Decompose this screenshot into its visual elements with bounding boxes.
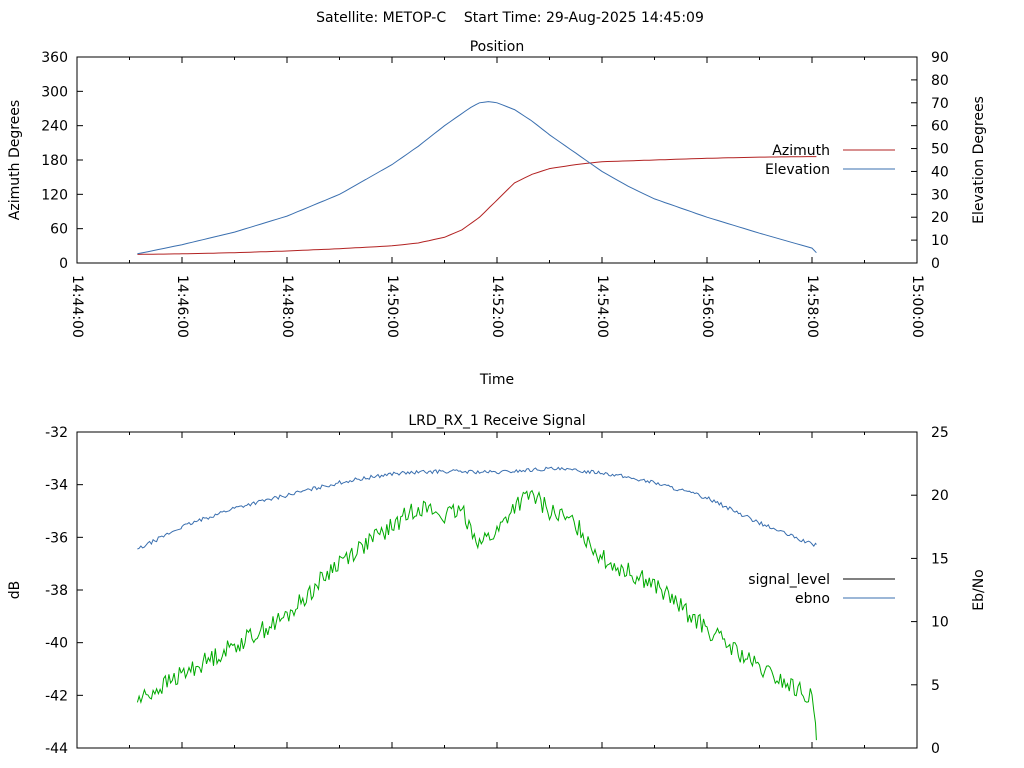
- y-tick-label: 0: [59, 256, 68, 272]
- y-tick-label: -44: [45, 741, 68, 757]
- y2-tick-label: 70: [931, 96, 949, 112]
- series-line-Elevation: [137, 101, 817, 255]
- legend-label: Elevation: [765, 162, 830, 178]
- receive-signal-chart: LRD_RX_1 Receive Signal -44 -42 -40 -38 -36 -3…: [7, 413, 987, 757]
- plot-frame: [76, 431, 918, 749]
- x-tick-label: 14:46:00: [174, 275, 190, 338]
- x-tick-label: 14:44:00: [69, 275, 85, 338]
- chart-title: LRD_RX_1 Receive Signal: [408, 413, 585, 429]
- y2-tick-label: 40: [931, 164, 949, 180]
- y-tick-label: -36: [45, 530, 68, 546]
- x-tick-label: 14:54:00: [594, 275, 610, 338]
- y-tick-label: -42: [45, 688, 68, 704]
- y-tick-label: 360: [41, 50, 68, 66]
- y2-tick-label: 20: [931, 210, 949, 226]
- y-tick-label: -40: [45, 636, 68, 652]
- y2-tick-label: 10: [931, 233, 949, 249]
- legend-label: Azimuth: [772, 143, 830, 159]
- y2-tick-label: 20: [931, 488, 949, 504]
- report-title: Satellite: METOP-C Start Time: 29-Aug-20…: [316, 10, 704, 26]
- chart-title: Position: [470, 39, 525, 55]
- series-line-Azimuth: [137, 156, 817, 255]
- y-tick-label: 240: [41, 119, 68, 135]
- y-tick-label: 300: [41, 84, 68, 100]
- y-tick-label: 180: [41, 153, 68, 169]
- y2-tick-label: 80: [931, 73, 949, 89]
- y2-tick-label: 0: [931, 256, 940, 272]
- position-chart: Position 14:44:00 14:46:00 14:48:00 14:50:00…: [7, 39, 987, 388]
- series-line-ebno: [137, 466, 817, 550]
- plot-frame: [76, 56, 918, 264]
- y-tick-label: -34: [45, 478, 68, 494]
- x-tick-label: 15:00:00: [909, 275, 925, 338]
- y2-tick-label: 10: [931, 615, 949, 631]
- x-tick-label: 14:58:00: [804, 275, 820, 338]
- y-tick-label: 120: [41, 187, 68, 203]
- y2-axis-label: Elevation Degrees: [971, 96, 987, 224]
- y2-tick-label: 0: [931, 741, 940, 757]
- x-tick-label: 14:48:00: [279, 275, 295, 338]
- x-axis-label: Time: [479, 372, 514, 388]
- y2-tick-label: 25: [931, 425, 949, 441]
- legend-label: ebno: [795, 591, 830, 607]
- y2-tick-label: 60: [931, 119, 949, 135]
- y-tick-label: -38: [45, 583, 68, 599]
- series-line-signal: [136, 489, 817, 741]
- y2-tick-label: 30: [931, 187, 949, 203]
- legend-label: signal_level: [748, 572, 830, 588]
- y2-tick-label: 90: [931, 50, 949, 66]
- y2-axis-label: Eb/No: [971, 569, 987, 611]
- y2-tick-label: 50: [931, 142, 949, 158]
- y-axis-label: Azimuth Degrees: [7, 100, 23, 220]
- y2-tick-label: 5: [931, 678, 940, 694]
- y-tick-label: 60: [50, 222, 68, 238]
- x-tick-label: 14:50:00: [384, 275, 400, 338]
- x-tick-label: 14:56:00: [699, 275, 715, 338]
- x-tick-label: 14:52:00: [489, 275, 505, 338]
- y-tick-label: -32: [45, 425, 68, 441]
- y2-tick-label: 15: [931, 551, 949, 567]
- y-axis-label: dB: [7, 581, 23, 600]
